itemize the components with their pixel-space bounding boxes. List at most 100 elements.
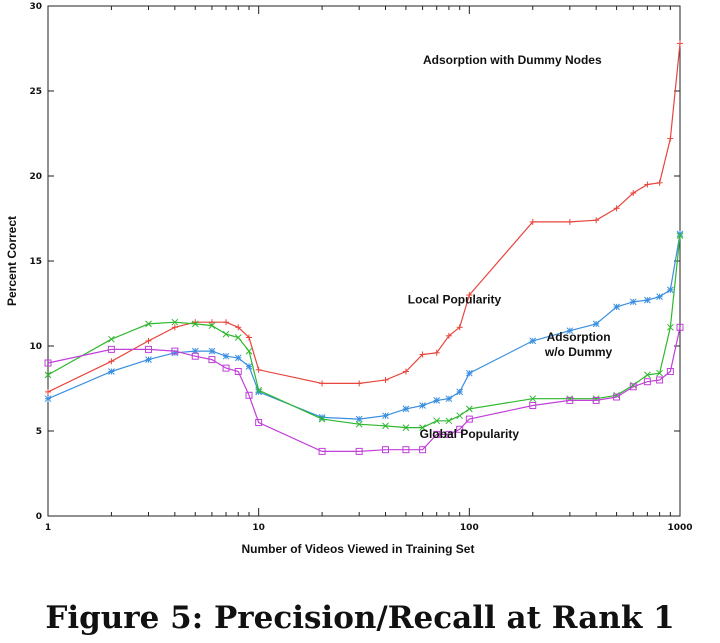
y-tick-label: 15: [29, 257, 42, 267]
y-tick-label: 10: [29, 342, 42, 352]
data-point: [222, 330, 230, 338]
series-line: [47, 327, 681, 452]
series-group: [44, 40, 684, 455]
data-point: [208, 356, 216, 364]
series-0: [45, 40, 683, 395]
x-tick-label: 1: [45, 523, 51, 533]
data-point: [318, 415, 326, 423]
data-point: [208, 347, 216, 355]
data-point: [656, 369, 663, 377]
data-point: [529, 218, 536, 225]
data-point: [629, 383, 637, 391]
series-3: [44, 323, 684, 455]
series-annotation: Adsorption with Dummy Nodes: [423, 53, 602, 67]
data-point: [234, 334, 242, 341]
data-point: [355, 415, 363, 423]
data-point: [667, 286, 674, 294]
data-point: [667, 135, 674, 142]
annotations: Adsorption with Dummy Nodes Local Popular…: [408, 53, 613, 441]
data-point: [255, 419, 263, 426]
y-tick-label: 5: [36, 427, 42, 437]
series-2: [44, 232, 684, 431]
data-point: [382, 446, 390, 454]
data-point: [456, 324, 463, 331]
data-point: [529, 402, 537, 409]
data-point: [593, 217, 600, 224]
data-point: [222, 352, 230, 360]
y-tick-label: 25: [29, 87, 42, 97]
data-point: [644, 371, 651, 379]
data-point: [529, 337, 537, 345]
x-tick-label: 1000: [667, 523, 692, 533]
data-point: [592, 320, 600, 328]
data-point: [419, 446, 427, 454]
data-point: [644, 296, 651, 304]
series-1: [44, 230, 684, 423]
data-point: [419, 351, 426, 358]
data-point: [677, 40, 683, 47]
data-point: [566, 327, 574, 335]
y-tick-label: 30: [29, 2, 42, 12]
data-point: [629, 298, 637, 306]
data-point: [171, 347, 179, 355]
data-point: [419, 424, 426, 431]
data-point: [676, 232, 684, 239]
data-point: [445, 332, 452, 339]
data-point: [465, 415, 473, 423]
data-point: [666, 368, 674, 375]
data-point: [656, 293, 663, 301]
data-point: [433, 397, 441, 404]
series-line: [47, 235, 681, 429]
data-point: [208, 319, 215, 326]
data-point: [223, 319, 230, 326]
data-point: [656, 179, 663, 186]
data-point: [433, 417, 441, 425]
data-point: [191, 320, 199, 328]
data-point: [465, 405, 473, 413]
series-annotation: Adsorption: [547, 330, 611, 344]
axis-ticks: 0 5 10 15 20 25 30 1 10 100 1000: [29, 2, 692, 533]
data-point: [246, 334, 253, 341]
data-point: [318, 447, 326, 455]
data-point: [108, 368, 115, 375]
data-point: [319, 380, 326, 387]
series-annotation: Global Popularity: [420, 427, 520, 441]
data-point: [456, 425, 464, 433]
data-point: [44, 395, 52, 403]
data-point: [234, 354, 242, 362]
data-point: [44, 371, 52, 379]
data-point: [676, 323, 684, 331]
y-tick-label: 20: [29, 172, 42, 182]
data-point: [145, 320, 152, 328]
data-point: [566, 218, 573, 225]
data-point: [44, 359, 52, 367]
data-point: [222, 364, 230, 372]
data-point: [145, 337, 152, 344]
x-tick-label: 100: [460, 523, 479, 533]
data-point: [382, 412, 389, 420]
data-point: [245, 347, 253, 355]
data-point: [630, 190, 637, 196]
chart: 0 5 10 15 20 25 30 1 10 100 1000 Adsorption with D…: [5, 2, 693, 556]
data-point: [208, 322, 216, 329]
data-point: [171, 324, 178, 331]
figure-caption: Figure 5: Precision/Recall at Rank 1: [45, 600, 675, 636]
data-point: [108, 335, 115, 343]
data-point: [445, 417, 453, 425]
data-point: [566, 396, 574, 404]
data-point: [667, 323, 674, 331]
data-point: [419, 402, 426, 409]
data-point: [171, 318, 179, 326]
data-point: [356, 380, 363, 387]
series-line: [47, 43, 681, 393]
data-point: [255, 386, 263, 394]
y-tick-label: 0: [36, 512, 42, 522]
x-tick-label: 10: [252, 523, 265, 533]
data-point: [255, 366, 262, 373]
data-point: [145, 356, 152, 363]
data-point: [355, 420, 363, 428]
data-point: [465, 369, 473, 377]
series-line: [47, 233, 681, 420]
data-point: [145, 345, 153, 353]
data-point: [656, 376, 664, 384]
